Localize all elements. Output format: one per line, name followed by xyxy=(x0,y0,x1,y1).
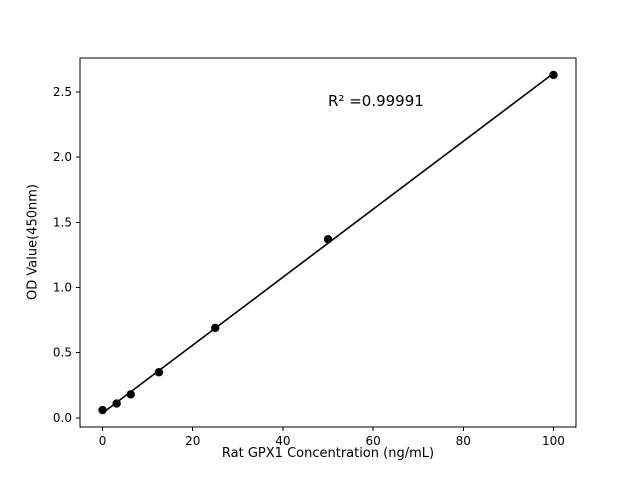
y-axis-label: OD Value(450nm) xyxy=(25,184,41,300)
x-tick-label: 20 xyxy=(185,434,200,448)
y-tick-label: 1.5 xyxy=(53,215,72,229)
y-tick-label: 2.5 xyxy=(53,85,72,99)
y-tick-label: 0.5 xyxy=(53,346,72,360)
data-point xyxy=(211,323,220,333)
x-tick-label: 60 xyxy=(365,434,380,448)
data-point xyxy=(549,70,558,80)
y-tick-label: 1.0 xyxy=(53,280,72,294)
x-tick-label: 80 xyxy=(456,434,471,448)
data-point xyxy=(126,390,135,399)
y-tick-label: 0.0 xyxy=(53,411,72,425)
x-axis-label: Rat GPX1 Concentration (ng/mL) xyxy=(221,446,435,461)
data-point xyxy=(98,405,107,415)
data-point xyxy=(154,368,164,377)
axes-box xyxy=(79,57,577,428)
x-tick-label: 0 xyxy=(99,434,107,448)
r-squared-annotation: R² =0.99991 xyxy=(328,92,424,110)
x-tick-label: 100 xyxy=(542,434,565,448)
data-point xyxy=(112,399,121,408)
y-tick-label: 2.0 xyxy=(53,150,72,164)
data-point xyxy=(323,235,333,244)
x-tick-label: 40 xyxy=(275,434,290,448)
